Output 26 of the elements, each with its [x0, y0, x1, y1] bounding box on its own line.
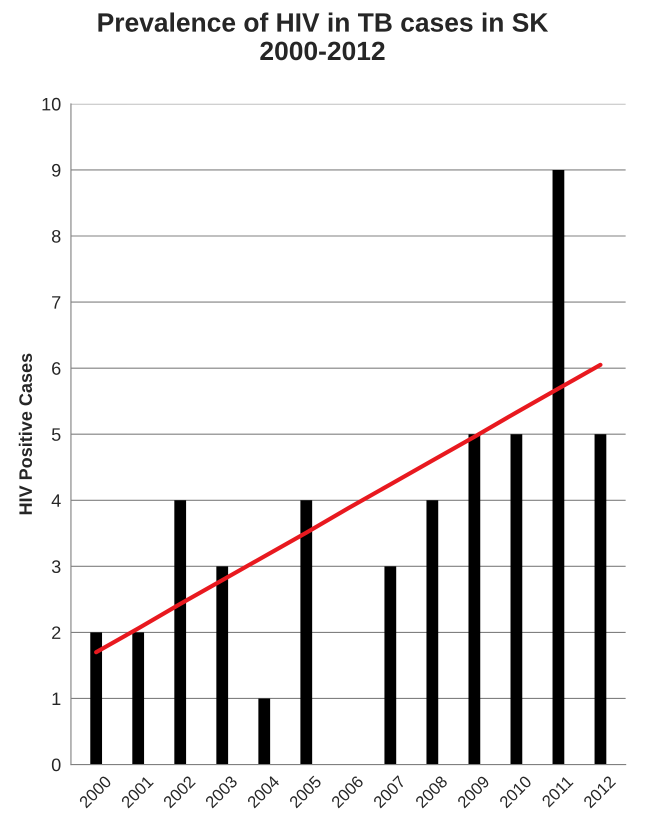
chart-title: Prevalence of HIV in TB cases in SK 2000-2012	[98, 12, 548, 60]
y-tick-label: 1	[52, 692, 60, 705]
y-tick-label: 4	[52, 494, 61, 507]
y-axis-title: HIV Positive Cases	[18, 354, 32, 514]
bar	[552, 170, 564, 765]
y-tick-label: 7	[52, 296, 60, 309]
y-tick-label: 6	[52, 362, 60, 375]
bar	[468, 434, 480, 765]
bar	[258, 698, 270, 765]
y-tick-label: 3	[52, 560, 60, 574]
y-tick-label: 0	[52, 758, 61, 772]
y-tick-label: 8	[52, 230, 60, 243]
y-tick-label: 2	[52, 626, 60, 639]
y-tick-label: 10	[42, 98, 61, 111]
bar	[174, 500, 186, 765]
bar	[510, 434, 522, 765]
bar	[90, 632, 102, 765]
bar	[300, 500, 312, 765]
bar	[216, 566, 228, 765]
y-tick-label: 9	[52, 164, 60, 177]
bar	[132, 632, 144, 765]
bar	[594, 434, 606, 765]
bar	[426, 500, 438, 765]
bar	[384, 566, 396, 765]
line-series	[94, 362, 603, 654]
y-tick-label: 5	[52, 428, 60, 441]
